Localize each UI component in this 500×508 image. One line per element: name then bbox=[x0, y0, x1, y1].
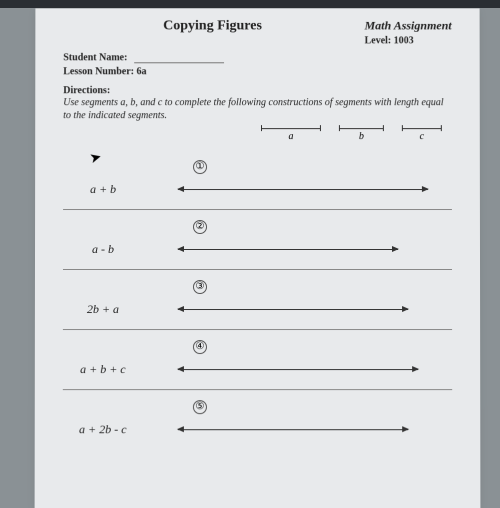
problems-list: ① a + b ② a - b ③ 2b + a ④ a + b + c bbox=[63, 160, 453, 449]
ref-segment-b: b bbox=[339, 128, 384, 142]
ref-line-c bbox=[402, 128, 442, 129]
ref-line-a bbox=[261, 128, 321, 129]
problem-row-2: a - b bbox=[63, 242, 452, 257]
problem-line-5 bbox=[178, 429, 408, 430]
student-name-label: Student Name: bbox=[63, 52, 127, 63]
problem-number-1: ① bbox=[193, 160, 207, 174]
problem-expr-5: a + 2b - c bbox=[63, 422, 143, 437]
lesson-number-row: Lesson Number: 6a bbox=[63, 66, 451, 77]
problem-row-3: 2b + a bbox=[63, 302, 452, 317]
ref-line-b bbox=[339, 128, 384, 129]
problem-line-1 bbox=[178, 189, 428, 190]
student-name-row: Student Name: bbox=[63, 52, 451, 63]
ref-label-b: b bbox=[359, 131, 364, 142]
ref-segment-c: c bbox=[402, 128, 442, 142]
main-title: Copying Figures bbox=[163, 18, 262, 34]
problem-expr-2: a - b bbox=[63, 242, 143, 257]
problem-5: ⑤ a + 2b - c bbox=[63, 400, 453, 449]
problem-row-5: a + 2b - c bbox=[63, 422, 453, 437]
ref-label-c: c bbox=[420, 131, 424, 142]
problem-expr-3: 2b + a bbox=[63, 302, 143, 317]
title-row: Copying Figures Math Assignment Level: 1… bbox=[63, 18, 451, 46]
right-header: Math Assignment Level: 1003 bbox=[365, 18, 452, 46]
level-label: Level: 1003 bbox=[365, 35, 452, 46]
problem-expr-4: a + b + c bbox=[63, 362, 143, 377]
problem-1: ① a + b bbox=[63, 160, 452, 210]
browser-tab-bar bbox=[0, 0, 500, 8]
problem-number-2: ② bbox=[193, 220, 207, 234]
student-name-blank bbox=[134, 62, 224, 63]
subject-label: Math Assignment bbox=[365, 18, 452, 33]
directions-label: Directions: bbox=[63, 85, 452, 96]
problem-line-4 bbox=[178, 369, 418, 370]
problem-number-4: ④ bbox=[193, 340, 207, 354]
ref-segment-a: a bbox=[261, 128, 321, 142]
problem-expr-1: a + b bbox=[63, 182, 143, 197]
problem-line-2 bbox=[178, 249, 398, 250]
worksheet-paper: Copying Figures Math Assignment Level: 1… bbox=[35, 8, 481, 508]
worksheet-header: Copying Figures Math Assignment Level: 1… bbox=[63, 18, 451, 77]
problem-row-1: a + b bbox=[63, 182, 452, 197]
reference-segments: a b c bbox=[63, 128, 452, 142]
problem-3: ③ 2b + a bbox=[63, 280, 452, 330]
problem-2: ② a - b bbox=[63, 220, 452, 270]
directions-text: Use segments a, b, and c to complete the… bbox=[63, 96, 452, 122]
ref-label-a: a bbox=[288, 131, 293, 142]
directions-block: Directions: Use segments a, b, and c to … bbox=[63, 85, 452, 122]
problem-number-3: ③ bbox=[193, 280, 207, 294]
problem-number-5: ⑤ bbox=[193, 400, 207, 414]
problem-row-4: a + b + c bbox=[63, 362, 452, 377]
problem-line-3 bbox=[178, 309, 408, 310]
problem-4: ④ a + b + c bbox=[63, 340, 452, 390]
